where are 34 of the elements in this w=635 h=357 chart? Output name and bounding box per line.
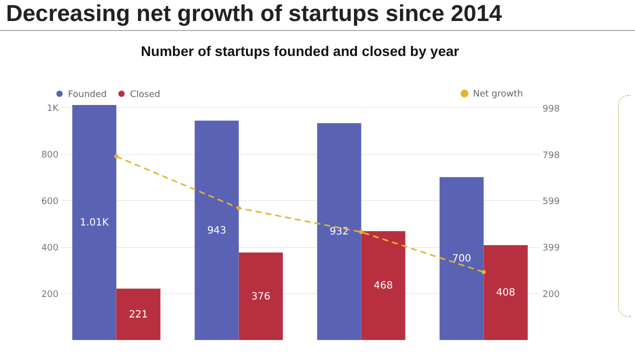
bar xyxy=(317,123,362,340)
bar xyxy=(194,120,239,340)
chart-title: Decreasing net growth of startups since 2014 xyxy=(6,0,502,27)
y-tick-label: 1K xyxy=(46,104,60,114)
y-tick-label: 400 xyxy=(41,243,59,254)
point xyxy=(359,230,364,234)
chart-subtitle: Number of startups founded and closed by year xyxy=(140,43,460,59)
data-label: 943 xyxy=(207,225,226,236)
data-label: 468 xyxy=(374,280,393,292)
y-tick-label: 800 xyxy=(41,150,59,160)
legend-label: Founded xyxy=(68,90,107,100)
point xyxy=(114,154,118,159)
data-label: 376 xyxy=(251,291,270,302)
bar xyxy=(440,177,484,340)
data-label: 1.01K xyxy=(80,218,110,228)
point xyxy=(482,270,486,274)
y2-tick-label: 998 xyxy=(542,104,560,114)
bar xyxy=(238,252,283,340)
y-tick-label: 600 xyxy=(41,196,59,207)
y2-tick-label: 200 xyxy=(542,290,560,300)
data-label: 408 xyxy=(496,288,516,299)
y2-tick-label: 798 xyxy=(542,150,560,161)
data-label: 700 xyxy=(452,254,472,265)
point xyxy=(236,206,241,210)
bar xyxy=(484,245,528,340)
bar xyxy=(361,231,406,340)
y2-tick-label: 399 xyxy=(542,244,560,254)
bar xyxy=(116,288,160,340)
legend-label: Net growth xyxy=(473,90,523,100)
y-tick-label: 200 xyxy=(41,290,59,300)
y2-tick-label: 599 xyxy=(542,197,560,208)
legend-label: Closed xyxy=(130,90,160,100)
bar xyxy=(72,105,116,340)
data-label: 221 xyxy=(128,309,148,320)
